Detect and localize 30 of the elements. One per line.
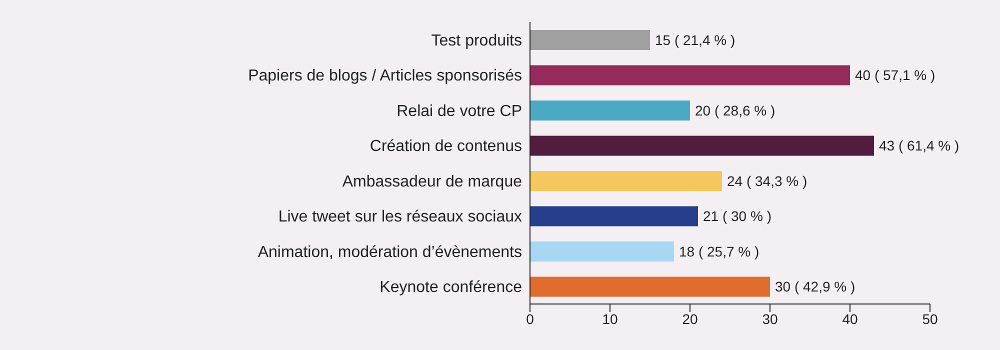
x-tick-label: 0 xyxy=(526,310,534,327)
y-tick-label: Création de contenus xyxy=(370,138,522,156)
x-tick-label: 30 xyxy=(762,310,778,327)
data-label: 40 ( 57,1 % ) xyxy=(855,67,936,84)
data-label: 21 ( 30 % ) xyxy=(703,208,772,224)
data-label: 30 ( 42,9 % ) xyxy=(775,278,856,295)
bar xyxy=(530,171,722,191)
y-tick-label: Ambassadeur de marque xyxy=(342,173,522,190)
x-tick-label: 50 xyxy=(922,310,938,327)
y-tick-label: Animation, modération d’évènements xyxy=(258,244,522,261)
bar xyxy=(530,206,698,226)
bar xyxy=(530,276,770,297)
data-label: 15 ( 21,4 % ) xyxy=(655,32,736,48)
data-label: 18 ( 25,7 % ) xyxy=(679,243,760,260)
bar xyxy=(530,136,874,156)
y-tick-label: Keynote conférence xyxy=(380,279,522,296)
x-tick-label: 40 xyxy=(842,310,858,327)
x-tick-label: 20 xyxy=(682,310,698,327)
data-label: 24 ( 34,3 % ) xyxy=(727,172,808,189)
y-tick-label: Live tweet sur les réseaux sociaux xyxy=(278,208,522,226)
bar xyxy=(530,242,674,262)
data-label: 43 ( 61,4 % ) xyxy=(879,138,960,154)
x-tick-label: 10 xyxy=(602,310,618,327)
data-label: 20 ( 28,6 % ) xyxy=(695,102,776,118)
y-tick-label: Papiers de blogs / Articles sponsorisés xyxy=(248,68,522,85)
y-tick-label: Test produits xyxy=(431,32,522,50)
bar xyxy=(530,65,850,86)
y-tick-label: Relai de votre CP xyxy=(396,102,522,120)
bar xyxy=(530,30,650,50)
bar xyxy=(530,100,690,120)
